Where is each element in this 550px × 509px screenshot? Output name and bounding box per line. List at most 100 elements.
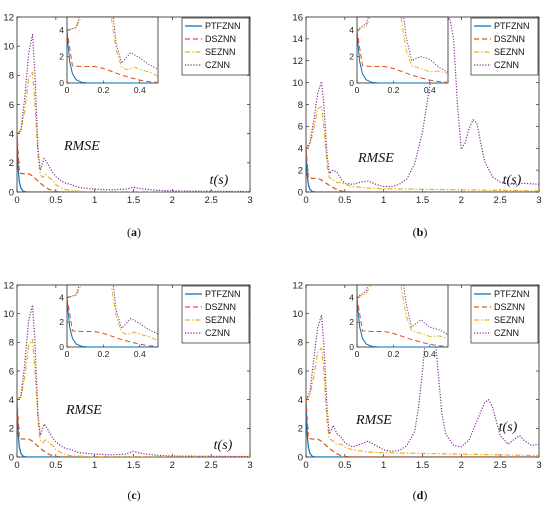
y-tick-label: 6 — [9, 366, 14, 377]
y-tick-label: 8 — [9, 71, 14, 82]
x-tick-label: 3 — [247, 460, 252, 471]
inset-y-tick-label: 0 — [349, 342, 354, 352]
annotation-time: t(s) — [499, 420, 518, 435]
x-tick-label: 1.5 — [127, 460, 140, 471]
x-tick-label: 0.5 — [338, 460, 351, 471]
main-series-cznn-line — [17, 33, 250, 192]
y-tick-label: 2 — [9, 424, 14, 435]
y-tick-label: 12 — [3, 12, 14, 23]
x-tick-label: 1.5 — [416, 460, 429, 471]
chart-panel-c: 0 0.5 1 1.5 2 2.5 3 0 2 4 6 8 10 12 RMSE t(s) 0 0.2 0.4 0 2 4… — [3, 280, 252, 502]
legend-box — [470, 17, 539, 76]
legend-label-dsznn: DSZNN — [494, 302, 525, 312]
x-tick-label: 2 — [170, 195, 175, 206]
main-series-seznn-line — [306, 106, 539, 192]
inset-y-tick-label: 0 — [59, 78, 64, 88]
caption-paren-open: ( — [413, 488, 417, 502]
legend-label-ptfznn: PTFZNN — [494, 21, 530, 31]
y-tick-label: 6 — [298, 122, 303, 133]
annotation-time: t(s) — [503, 173, 522, 188]
x-tick-label: 0 — [303, 460, 308, 471]
inset-series-seznn-line — [357, 285, 448, 339]
inset-y-tick-label: 2 — [349, 317, 354, 327]
main-series-seznn-line — [17, 338, 250, 457]
annotation-rmse: RMSE — [357, 151, 394, 166]
inset-plot-area — [356, 16, 449, 84]
chart-panel-d: 0 0.5 1 1.5 2 2.5 3 0 2 4 6 8 10 12 RMSE t(s) 0 0.2 0.4 0 2 4… — [292, 280, 541, 502]
y-tick-label: 6 — [298, 366, 303, 377]
main-series-ptfznn-line — [306, 148, 539, 192]
y-tick-label: 12 — [292, 280, 303, 291]
x-tick-label: 0 — [14, 195, 19, 206]
panel-caption: (a) — [127, 225, 141, 239]
inset-y-tick-label: 4 — [59, 292, 64, 302]
legend-label-dsznn: DSZNN — [205, 302, 236, 312]
legend-label-ptfznn: PTFZNN — [494, 289, 530, 299]
inset-y-tick-label: 2 — [59, 52, 64, 62]
inset-series-ptfznn-line — [357, 30, 448, 83]
legend-label-cznn: CZNN — [494, 328, 519, 338]
inset-x-tick-label: 0 — [65, 349, 70, 359]
inset-y-tick-label: 2 — [349, 52, 354, 62]
chart-panel-b: 0 0.5 1 1.5 2 2.5 3 0 2 4 6 8 10 12 14 16 RMSE t(s) 0 0.2 0.… — [292, 12, 541, 239]
x-tick-label: 3 — [536, 460, 541, 471]
inset-y-tick-label: 4 — [349, 292, 354, 302]
x-tick-label: 1 — [381, 195, 386, 206]
inset-series-ptfznn-line — [67, 297, 158, 347]
x-tick-label: 2.5 — [494, 195, 507, 206]
main-series-cznn-line — [306, 313, 539, 452]
inset-series-ptfznn-line — [67, 30, 158, 83]
main-series-cznn-line — [306, 17, 539, 188]
inset-series-seznn-line — [67, 17, 158, 77]
y-tick-label: 2 — [298, 165, 303, 176]
caption-paren-close: ) — [137, 225, 141, 239]
x-tick-label: 2 — [459, 195, 464, 206]
y-tick-label: 0 — [9, 187, 14, 198]
main-series-dsznn-line — [17, 133, 250, 192]
caption-paren-close: ) — [423, 225, 427, 239]
y-tick-label: 10 — [3, 41, 14, 52]
x-tick-label: 0.5 — [338, 195, 351, 206]
y-tick-label: 12 — [292, 56, 303, 67]
x-tick-label: 3 — [536, 195, 541, 206]
x-tick-label: 0 — [14, 460, 19, 471]
panel-caption: (c) — [127, 488, 140, 502]
annotation-time: t(s) — [214, 438, 233, 453]
y-tick-label: 16 — [292, 12, 303, 23]
y-tick-label: 4 — [9, 129, 14, 140]
annotation-rmse: RMSE — [355, 413, 392, 428]
legend-label-seznn: SEZNN — [494, 47, 525, 57]
x-tick-label: 0.5 — [49, 460, 62, 471]
inset-x-tick-label: 0.4 — [134, 85, 146, 95]
inset-x-tick-label: 0 — [355, 85, 360, 95]
caption-paren-open: ( — [413, 225, 417, 239]
inset-series-cznn-line — [357, 17, 448, 73]
inset-series-dsznn-line — [67, 297, 158, 347]
y-tick-label: 4 — [298, 395, 303, 406]
annotation-rmse: RMSE — [65, 403, 102, 418]
caption-paren-close: ) — [137, 488, 141, 502]
inset-x-tick-label: 0.4 — [424, 85, 436, 95]
x-tick-label: 1.5 — [416, 195, 429, 206]
main-series-dsznn-line — [17, 399, 250, 457]
inset-y-tick-label: 4 — [349, 25, 354, 35]
inset-x-tick-label: 0.4 — [424, 349, 436, 359]
main-series-cznn-line — [17, 304, 250, 457]
legend: PTFZNN DSZNN SEZNN CZNN — [470, 285, 539, 344]
x-tick-label: 2.5 — [205, 195, 218, 206]
inset-x-tick-label: 0.4 — [134, 349, 146, 359]
legend-label-seznn: SEZNN — [494, 315, 525, 325]
legend-label-dsznn: DSZNN — [205, 34, 236, 44]
x-tick-label: 2.5 — [494, 460, 507, 471]
legend-label-cznn: CZNN — [494, 60, 519, 70]
caption-letter: c — [131, 488, 137, 502]
inset-x-tick-label: 0.2 — [387, 85, 399, 95]
main-series-seznn-line — [306, 347, 539, 457]
inset-series-dsznn-line — [357, 297, 448, 347]
legend-label-seznn: SEZNN — [205, 47, 236, 57]
y-tick-label: 0 — [298, 187, 303, 198]
legend-box — [181, 17, 250, 76]
caption-letter: b — [417, 225, 424, 239]
main-series-dsznn-line — [306, 399, 539, 457]
caption-paren-open: ( — [127, 225, 131, 239]
